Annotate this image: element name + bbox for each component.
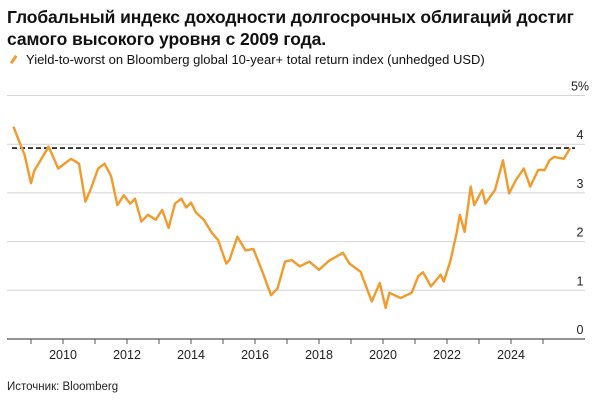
x-tick-label: 2022 [433, 348, 461, 362]
x-tick-label: 2020 [369, 348, 397, 362]
x-tick-label: 2024 [497, 348, 525, 362]
y-tick-label: 4 [577, 128, 584, 142]
y-tick-label: 1 [577, 274, 584, 288]
line-chart: 0 1 2 3 4 5% 2010 2012 2014 2016 2018 2020 2022 2024 [7, 80, 589, 362]
chart-title: Глобальный индекс доходности долгосрочны… [7, 7, 574, 49]
legend-swatch-icon [9, 55, 18, 64]
x-tick-label: 2014 [177, 348, 205, 362]
y-tick-label: 3 [577, 177, 584, 191]
source-note: Источник: Bloomberg [7, 381, 119, 393]
y-tick-label: 5% [571, 80, 589, 94]
x-tick-label: 2018 [305, 348, 333, 362]
legend: Yield-to-worst on Bloomberg global 10-ye… [7, 52, 485, 67]
legend-label: Yield-to-worst on Bloomberg global 10-ye… [26, 52, 485, 67]
y-tick-label: 2 [577, 226, 584, 240]
x-tick-label: 2012 [113, 348, 141, 362]
yield-series-line [12, 126, 572, 310]
x-tick-label: 2016 [241, 348, 269, 362]
y-tick-label: 0 [577, 323, 584, 337]
x-tick-label: 2010 [49, 348, 77, 362]
